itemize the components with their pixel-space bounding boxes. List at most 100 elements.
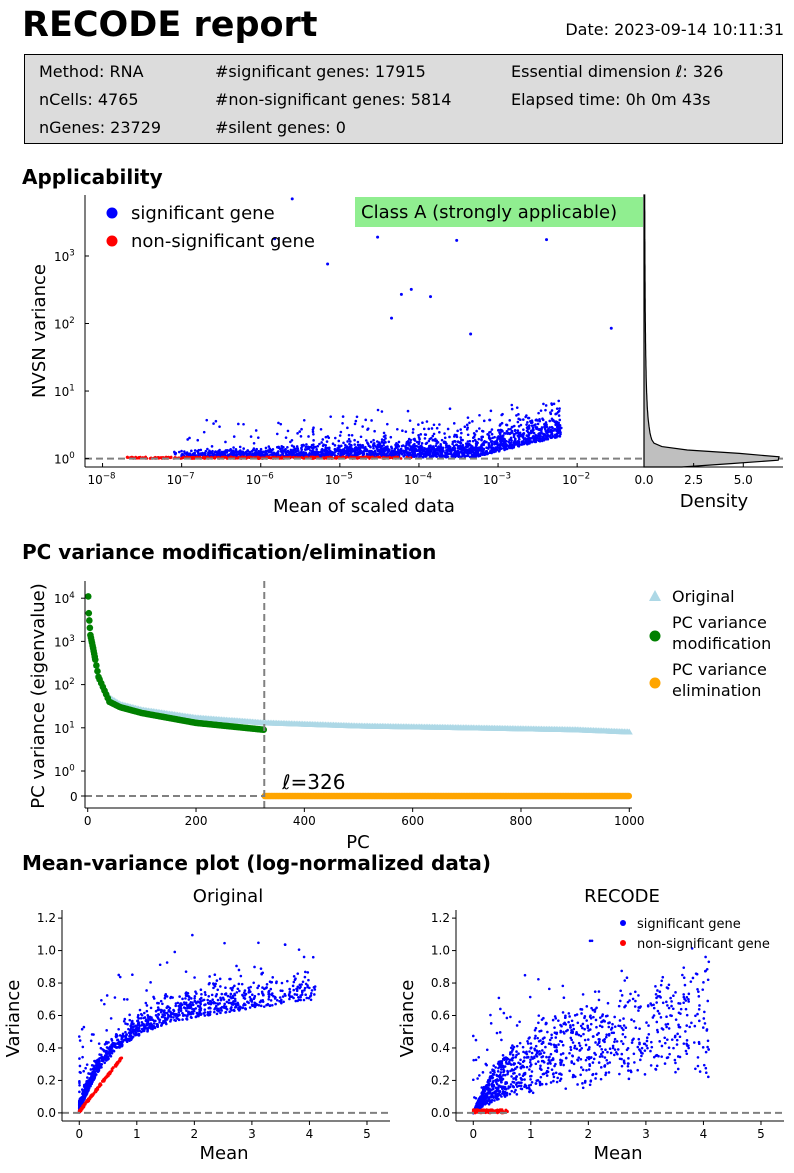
mv-point-significant [271,976,275,979]
scatter-point-significant [373,429,376,433]
scatter-point-significant [504,443,507,447]
scatter-point-significant [559,431,562,434]
mv-point-significant [244,992,248,996]
mv-point-significant [89,1039,93,1043]
scatter-point-significant [536,422,540,426]
scatter-point-significant [223,453,227,457]
mv-point-significant [559,1053,563,1056]
mv-point-significant [195,1001,198,1005]
mv-point-significant [172,1016,175,1019]
scatter-point-outlier [545,238,549,242]
scatter-point-significant [224,440,227,444]
scatter-point-significant [418,440,421,444]
y-tick-label: 102 [54,677,75,692]
scatter-point-significant [459,441,463,445]
mv-point-significant [117,1027,120,1031]
scatter-point-significant [421,455,425,459]
mv-point-significant [143,1024,146,1028]
mv-point-significant [279,989,283,992]
mv-point-non-significant [98,1082,102,1086]
scatter-point-significant [272,451,275,455]
mv-point-significant [78,1070,82,1074]
scatter-point-significant [526,437,530,441]
mv-point-significant [117,973,121,977]
scatter-point-significant [270,453,274,457]
mv-point-significant [275,998,279,1002]
scatter-point-significant [521,435,524,438]
section-title-pc-variance: PC variance modification/elimination [22,540,437,564]
mv-point-significant [703,1010,706,1014]
scatter-point-significant [296,447,300,450]
scatter-point-significant [430,448,433,452]
mv-point-significant [162,1010,166,1014]
mv-point-significant [307,978,310,982]
scatter-point-significant [290,438,294,442]
scatter-point-significant [411,431,415,434]
scatter-point-significant [532,424,536,427]
scatter-point-significant [244,451,247,455]
scatter-point-significant [322,443,325,446]
class-badge-label: Class A (strongly applicable) [361,202,617,223]
mv-point-significant [177,1018,181,1022]
scatter-point-significant [426,449,430,452]
mv-point-significant [184,1006,187,1010]
scatter-point-significant [534,426,538,429]
mv-y-tick-label: 1.0 [37,944,56,958]
scatter-point-significant [324,435,328,439]
scatter-point-significant [422,427,426,431]
scatter-point-significant [455,435,459,439]
report-date: Date: 2023-09-14 10:11:31 [565,20,784,39]
mv-point-significant [309,994,313,997]
mv-point-significant [294,999,298,1003]
scatter-point-significant [249,435,253,438]
scatter-point-significant [202,430,206,434]
scatter-point-significant [509,441,513,444]
mv-point-significant [249,999,252,1002]
scatter-point-significant [496,438,499,441]
scatter-point-significant [551,426,554,430]
scatter-point-significant [527,440,530,444]
mv-x-tick-label: 3 [248,1127,256,1141]
mv-point-significant [609,1051,613,1055]
scatter-point-significant [493,435,496,439]
y-axis-label: NVSN variance [29,264,50,398]
mv-point-significant [129,1034,133,1038]
scatter-point-significant [475,429,478,433]
y-tick-label: 0 [70,790,78,804]
scatter-point-significant [361,425,364,428]
scatter-point-significant [446,444,449,448]
mv-point-significant [159,1010,163,1014]
scatter-point-significant [431,453,434,456]
mv-point-significant [292,988,296,992]
scatter-point-significant [459,436,463,439]
mv-y-tick-label: 0.8 [37,976,56,990]
scatter-point-significant [546,429,550,432]
scatter-point-significant [452,444,456,448]
mv-point-significant [215,1012,219,1016]
scatter-point-significant [227,449,231,452]
legend-marker-significant [106,207,118,219]
mv-point-significant [184,997,187,1000]
scatter-point-significant [461,453,465,457]
series-elimination [261,792,633,800]
mv-point-significant [163,1017,167,1020]
scatter-point-significant [355,415,359,419]
scatter-point-non-significant [256,455,259,459]
scatter-point-significant [302,418,306,422]
mv-point-significant [169,1018,173,1021]
scatter-point-significant [432,432,436,436]
scatter-point-significant [470,455,474,458]
scatter-point-significant [557,399,561,403]
scatter-point-outlier [390,316,394,320]
x-tick-label: 800 [510,814,533,828]
scatter-point-significant [543,426,547,429]
scatter-point-significant [242,447,245,450]
scatter-point-significant [214,419,218,423]
mv-point-non-significant [108,1070,112,1074]
x-tick-label: 1000 [614,814,645,828]
mv-point-significant [534,1062,538,1066]
scatter-point-significant [397,440,401,444]
mv-point-significant [209,1002,213,1006]
scatter-point-significant [530,419,534,422]
scatter-point-significant [333,448,337,451]
